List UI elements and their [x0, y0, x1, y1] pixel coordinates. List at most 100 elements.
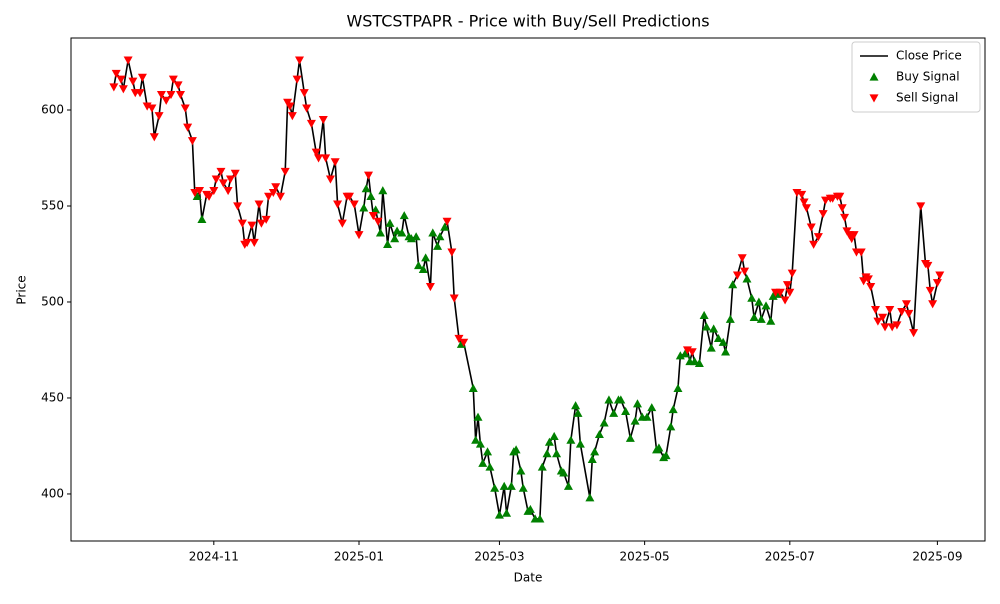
sell-marker: [925, 286, 935, 295]
buy-marker: [544, 437, 554, 446]
sell-marker: [314, 154, 324, 163]
buy-marker: [475, 439, 485, 448]
buy-marker: [511, 445, 521, 454]
sell-marker: [137, 73, 147, 82]
sell-marker: [175, 91, 185, 100]
sell-marker: [292, 75, 302, 84]
sell-marker: [285, 102, 295, 111]
sell-marker: [275, 192, 285, 201]
sell-marker: [873, 317, 883, 326]
buy-marker: [375, 228, 385, 237]
legend-marker: [869, 94, 879, 103]
sell-marker: [892, 321, 902, 330]
sell-marker: [264, 192, 274, 201]
sell-marker: [904, 309, 914, 318]
y-tick-label: 500: [41, 294, 64, 308]
buy-marker: [666, 422, 676, 431]
sell-marker: [216, 167, 226, 176]
x-tick-label: 2025-03: [474, 550, 524, 564]
sell-marker: [187, 137, 197, 146]
sell-marker: [425, 283, 435, 292]
sell-marker: [887, 323, 897, 332]
buy-marker: [632, 399, 642, 408]
sell-marker: [321, 154, 331, 163]
sell-marker: [225, 175, 235, 184]
sell-marker: [849, 231, 859, 240]
buy-marker: [433, 241, 443, 250]
buy-marker: [747, 293, 757, 302]
sell-marker: [818, 210, 828, 219]
sell-marker: [180, 104, 190, 113]
buy-marker: [590, 447, 600, 456]
sell-marker: [173, 81, 183, 90]
sell-marker: [166, 91, 176, 100]
buy-marker: [766, 316, 776, 325]
sell-marker: [797, 190, 807, 199]
buy-marker: [399, 211, 409, 220]
sell-marker: [916, 202, 926, 211]
buy-marker: [502, 508, 512, 517]
sell-marker: [785, 288, 795, 297]
sell-marker: [354, 231, 364, 240]
buy-marker: [709, 324, 719, 333]
sell-marker: [254, 200, 264, 209]
y-axis-label: Price: [15, 275, 29, 304]
buy-marker: [371, 205, 381, 214]
buy-marker: [414, 261, 424, 270]
buy-marker: [559, 468, 569, 477]
sell-marker: [454, 334, 464, 343]
buy-marker: [542, 449, 552, 458]
sell-marker: [932, 279, 942, 288]
chart-title: WSTCSTPAPR - Price with Buy/Sell Predict…: [346, 12, 709, 31]
buy-marker: [630, 416, 640, 425]
buy-marker: [518, 483, 528, 492]
sell-marker: [687, 348, 697, 357]
buy-marker: [566, 435, 576, 444]
y-tick-label: 550: [41, 198, 64, 212]
sell-marker: [782, 281, 792, 290]
buy-marker: [468, 383, 478, 392]
sell-marker: [123, 56, 133, 65]
buy-marker: [506, 481, 516, 490]
sell-marker: [809, 240, 819, 249]
sell-marker: [732, 271, 742, 280]
buy-marker: [587, 454, 597, 464]
buy-marker: [699, 310, 709, 320]
buy-marker: [483, 447, 493, 456]
sell-marker: [909, 329, 919, 338]
sell-marker: [230, 169, 240, 178]
buy-marker: [418, 264, 428, 273]
sell-marker: [149, 133, 159, 142]
sell-marker: [801, 204, 811, 213]
x-axis-label: Date: [514, 571, 543, 585]
x-tick-label: 2025-07: [765, 550, 815, 564]
buy-marker: [378, 186, 388, 195]
sell-marker: [856, 248, 866, 257]
buy-marker: [756, 314, 766, 323]
buy-marker: [668, 404, 678, 414]
sell-marker: [821, 196, 831, 205]
sell-marker: [837, 204, 847, 213]
sell-marker: [295, 56, 304, 65]
sell-marker: [863, 275, 873, 284]
sell-marker: [928, 300, 938, 309]
buy-marker: [525, 504, 535, 513]
buy-marker: [440, 222, 450, 231]
sell-marker: [780, 296, 790, 305]
sell-marker: [299, 89, 309, 98]
sell-marker: [111, 69, 121, 79]
buy-marker: [478, 458, 488, 467]
buy-marker: [594, 429, 604, 439]
buy-marker: [642, 412, 652, 421]
sell-marker: [247, 221, 257, 230]
sell-marker: [249, 238, 259, 247]
sell-marker: [373, 217, 383, 226]
buy-marker: [473, 412, 483, 421]
buy-marker: [647, 403, 657, 412]
buy-marker: [499, 481, 509, 490]
sell-marker: [866, 283, 876, 292]
sell-marker: [311, 148, 321, 157]
sell-marker: [737, 254, 747, 263]
buy-marker: [485, 462, 495, 471]
